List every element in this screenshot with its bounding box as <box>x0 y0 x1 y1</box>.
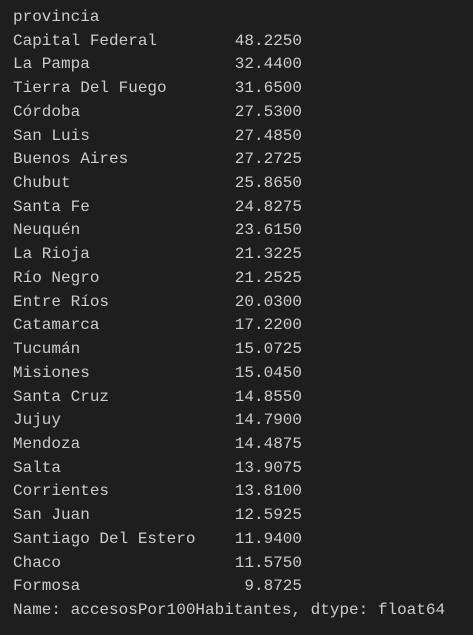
row-value: 21.3225 <box>234 245 302 264</box>
row-name: Jujuy <box>13 411 62 430</box>
row-name: Buenos Aires <box>13 150 129 169</box>
row-value: 14.7900 <box>234 411 302 430</box>
row-value: 15.0725 <box>234 340 302 359</box>
row-name: Santa Cruz <box>13 387 110 406</box>
row-value: 27.5300 <box>234 102 302 121</box>
row-name: La Pampa <box>13 55 90 74</box>
row-value: 15.0450 <box>234 363 302 382</box>
row-name: Santiago Del Estero <box>13 529 196 548</box>
row-value: 9.8725 <box>244 577 302 596</box>
row-value: 23.6150 <box>234 221 302 240</box>
row-name: Río Negro <box>13 268 100 287</box>
row-name: Chubut <box>13 174 71 193</box>
row-value: 11.5750 <box>234 553 302 572</box>
row-value: 17.2200 <box>234 316 302 335</box>
row-name: Neuquén <box>13 221 81 240</box>
row-name: La Rioja <box>13 245 90 264</box>
row-name: Capital Federal <box>13 31 158 50</box>
row-value: 20.0300 <box>234 292 302 311</box>
row-name: Corrientes <box>13 482 110 501</box>
row-value: 32.4400 <box>234 55 302 74</box>
row-value: 14.4875 <box>234 434 302 453</box>
row-name: Formosa <box>13 577 81 596</box>
row-value: 13.9075 <box>234 458 302 477</box>
row-value: 13.8100 <box>234 482 302 501</box>
row-value: 48.2250 <box>234 31 302 50</box>
row-name: Chaco <box>13 553 62 572</box>
row-name: Salta <box>13 458 62 477</box>
row-name: Santa Fe <box>13 197 90 216</box>
row-name: Entre Ríos <box>13 292 110 311</box>
row-name: San Juan <box>13 506 90 525</box>
row-value: 25.8650 <box>234 174 302 193</box>
row-value: 27.2725 <box>234 150 302 169</box>
row-name: Tierra Del Fuego <box>13 79 167 98</box>
row-value: 12.5925 <box>234 506 302 525</box>
row-value: 21.2525 <box>234 268 302 287</box>
row-name: Tucumán <box>13 340 81 359</box>
row-name: Catamarca <box>13 316 100 335</box>
footer: Name: accesosPor100Habitantes, dtype: fl… <box>13 601 446 619</box>
row-value: 24.8275 <box>234 197 302 216</box>
row-name: Córdoba <box>13 102 81 121</box>
row-name: Mendoza <box>13 434 81 453</box>
header: provincia <box>13 8 100 26</box>
row-value: 11.9400 <box>234 529 302 548</box>
row-name: San Luis <box>13 126 90 145</box>
row-value: 14.8550 <box>234 387 302 406</box>
row-name: Misiones <box>13 363 90 382</box>
row-value: 27.4850 <box>234 126 302 145</box>
row-value: 31.6500 <box>234 79 302 98</box>
